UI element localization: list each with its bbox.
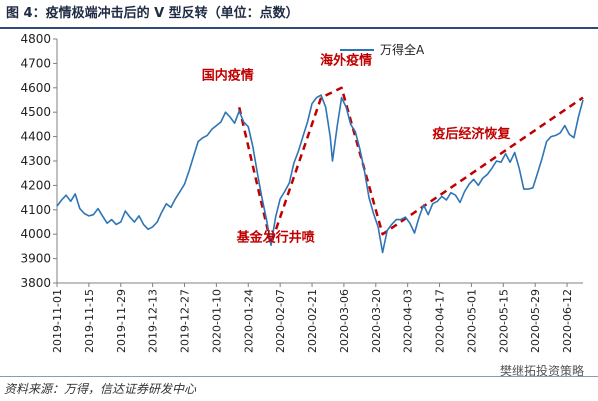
y-tick-label: 4800 <box>20 32 51 46</box>
x-tick-label: 2020-02-07 <box>274 289 287 353</box>
y-tick-label: 3800 <box>20 276 51 290</box>
y-axis: 3800 3900 4000 4100 4200 4300 4400 4500 4600 4700… <box>20 32 58 290</box>
x-tick-label: 2020-02-21 <box>306 289 319 353</box>
x-tick-label: 2020-03-06 <box>338 289 351 353</box>
y-tick-label: 4500 <box>20 105 51 119</box>
series-group <box>56 94 584 254</box>
series-line <box>56 94 584 254</box>
source-note: 资料来源：万得，信达证券研发中心 <box>4 382 197 396</box>
y-tick-label: 4600 <box>20 81 51 95</box>
line-chart: 3800 3900 4000 4100 4200 4300 4400 4500 4600 4700… <box>20 32 584 353</box>
trend-lines <box>237 86 584 246</box>
annotation-label: 海外疫情 <box>320 53 372 69</box>
legend-label: 万得全A <box>380 42 425 57</box>
x-tick-label: 2020-05-15 <box>497 289 510 353</box>
y-tick-label: 4000 <box>20 227 51 241</box>
y-tick-label: 3900 <box>20 252 51 266</box>
chart-title: 图 4：疫情极端冲击后的 V 型反转（单位：点数） <box>6 6 299 21</box>
x-tick-label: 2019-12-27 <box>179 289 192 353</box>
x-tick-label: 2020-01-10 <box>210 289 223 353</box>
x-tick-label: 2019-12-13 <box>147 289 160 353</box>
trend-line <box>237 86 584 246</box>
y-tick-label: 4200 <box>20 178 51 192</box>
x-tick-label: 2020-05-29 <box>529 289 542 353</box>
x-tick-label: 2020-01-24 <box>242 289 255 353</box>
watermark: 樊继拓投资策略 <box>499 364 584 378</box>
y-tick-label: 4700 <box>20 56 51 70</box>
x-tick-label: 2020-04-03 <box>402 289 415 353</box>
legend: 万得全A <box>340 42 425 57</box>
x-tick-label: 2020-03-20 <box>370 289 383 353</box>
y-tick-label: 4400 <box>20 130 51 144</box>
annotation-label: 国内疫情 <box>202 67 254 83</box>
x-tick-label: 2020-04-17 <box>434 289 447 353</box>
x-axis: 2019-11-01 2019-11-15 2019-11-29 2019-12-13… <box>51 282 583 353</box>
annotation-label: 基金发行井喷 <box>236 230 315 246</box>
x-tick-label: 2019-11-29 <box>115 289 128 353</box>
x-tick-label: 2019-11-01 <box>51 289 64 353</box>
x-tick-label: 2020-06-12 <box>561 289 574 353</box>
source-divider <box>0 376 598 377</box>
x-tick-label: 2020-05-01 <box>465 289 478 353</box>
annotation-label: 疫后经济恢复 <box>432 126 511 142</box>
title-divider <box>0 27 598 29</box>
x-tick-label: 2019-11-15 <box>83 289 96 353</box>
y-tick-label: 4100 <box>20 203 51 217</box>
y-tick-label: 4300 <box>20 154 51 168</box>
